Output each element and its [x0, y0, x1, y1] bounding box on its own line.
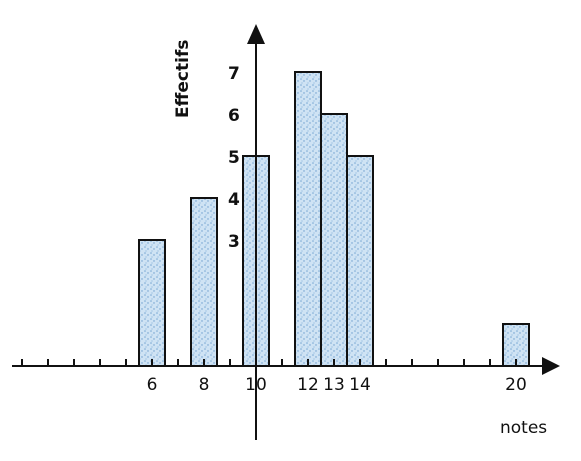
- x-tick-label-14: 14: [349, 375, 371, 395]
- x-axis-arrow: [542, 357, 560, 375]
- bar-14: [346, 155, 374, 367]
- x-tick-label-12: 12: [297, 375, 319, 395]
- y-tick-label-3: 3: [228, 232, 240, 252]
- bar-8: [190, 197, 218, 367]
- x-tick-label-13: 13: [323, 375, 345, 395]
- y-axis-arrow: [247, 24, 265, 44]
- x-tick-label-8: 8: [199, 375, 210, 395]
- y-axis-label: Effectifs: [173, 40, 193, 118]
- bar-13: [320, 113, 348, 367]
- x-axis-label: notes: [500, 418, 547, 438]
- y-tick-label-5: 5: [228, 148, 240, 168]
- x-tick-label-6: 6: [147, 375, 158, 395]
- y-tick-label-4: 4: [228, 190, 240, 210]
- bar-12: [294, 71, 322, 367]
- y-tick-label-6: 6: [228, 106, 240, 126]
- x-tick-label-10: 10: [245, 375, 267, 395]
- bar-6: [138, 239, 166, 367]
- x-tick-label-20: 20: [505, 375, 527, 395]
- y-tick-label-7: 7: [228, 64, 240, 84]
